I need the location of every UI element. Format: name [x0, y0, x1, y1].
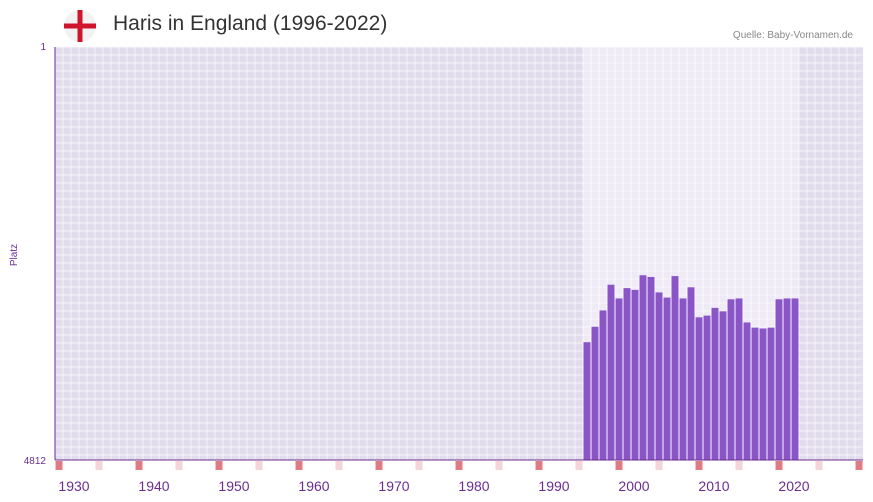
year-marker-2013	[735, 461, 743, 470]
bar-2003[interactable]	[655, 292, 663, 460]
x-tick-label-1960: 1960	[298, 478, 329, 494]
x-tick-label-2020: 2020	[778, 478, 809, 494]
bar-2012[interactable]	[727, 299, 735, 460]
y-axis-title: Platz	[9, 244, 20, 266]
year-marker-1983	[495, 461, 503, 470]
chart-title: Haris in England (1996-2022)	[113, 12, 388, 35]
bar-2020[interactable]	[791, 298, 799, 460]
y-tick-label-bottom: 4812	[24, 456, 47, 467]
x-tick-label-2000: 2000	[618, 478, 649, 494]
source-credit: Quelle: Baby-Vornamen.de	[732, 30, 853, 41]
year-marker-1943	[175, 461, 183, 470]
year-marker-1988	[535, 461, 543, 470]
bar-2000[interactable]	[631, 289, 639, 460]
year-marker-1933	[95, 461, 103, 470]
x-tick-label-1950: 1950	[218, 478, 249, 494]
year-marker-2003	[655, 461, 663, 470]
year-marker-1928	[55, 461, 63, 470]
year-marker-1958	[295, 461, 303, 470]
bar-2014[interactable]	[743, 322, 751, 460]
bar-2009[interactable]	[703, 315, 711, 460]
x-tick-label-1940: 1940	[138, 478, 169, 494]
bar-1994[interactable]	[583, 342, 591, 460]
bar-2008[interactable]	[695, 317, 703, 460]
x-tick-label-1980: 1980	[458, 478, 489, 494]
year-marker-1968	[375, 461, 383, 470]
england-flag-icon	[64, 10, 96, 42]
bar-2017[interactable]	[767, 327, 775, 460]
year-marker-1938	[135, 461, 143, 470]
year-marker-1973	[415, 461, 423, 470]
year-marker-1953	[255, 461, 263, 470]
bar-1998[interactable]	[615, 298, 623, 460]
bar-1995[interactable]	[591, 326, 599, 460]
x-tick-label-1990: 1990	[538, 478, 569, 494]
year-marker-2028	[855, 461, 863, 470]
x-tick-label-1930: 1930	[58, 478, 89, 494]
bar-2010[interactable]	[711, 307, 719, 460]
year-marker-1993	[575, 461, 583, 470]
year-marker-2008	[695, 461, 703, 470]
bar-1996[interactable]	[599, 310, 607, 460]
bar-2007[interactable]	[687, 287, 695, 460]
bar-2004[interactable]	[663, 297, 671, 460]
year-marker-1978	[455, 461, 463, 470]
year-marker-2018	[775, 461, 783, 470]
bar-2019[interactable]	[783, 298, 791, 460]
y-tick-label-top: 1	[40, 42, 46, 53]
x-tick-label-2010: 2010	[698, 478, 729, 494]
bar-2016[interactable]	[759, 328, 767, 460]
x-tick-label-1970: 1970	[378, 478, 409, 494]
year-marker-1948	[215, 461, 223, 470]
bar-2002[interactable]	[647, 276, 655, 460]
year-marker-2023	[815, 461, 823, 470]
bar-2011[interactable]	[719, 311, 727, 460]
bar-2015[interactable]	[751, 327, 759, 460]
year-marker-1963	[335, 461, 343, 470]
bar-2013[interactable]	[735, 298, 743, 460]
bar-2018[interactable]	[775, 299, 783, 460]
bar-2001[interactable]	[639, 275, 647, 460]
bar-1999[interactable]	[623, 288, 631, 460]
bar-2006[interactable]	[679, 298, 687, 460]
bar-2005[interactable]	[671, 276, 679, 460]
bar-1997[interactable]	[607, 284, 615, 460]
year-marker-1998	[615, 461, 623, 470]
